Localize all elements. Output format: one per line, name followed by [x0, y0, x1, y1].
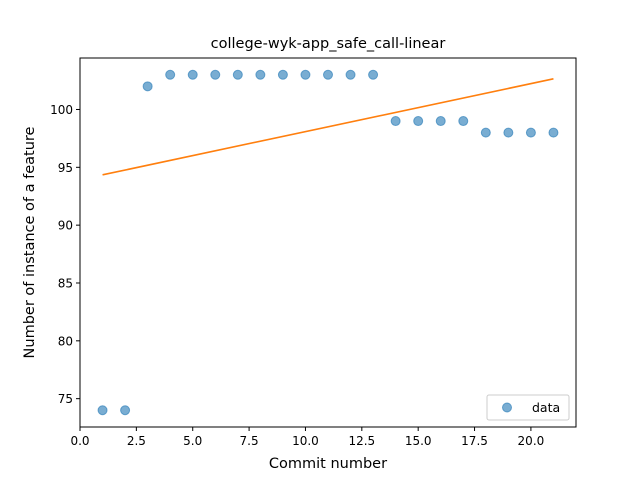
data-point — [525, 127, 536, 138]
data-point — [232, 69, 243, 80]
chart-title: college-wyk-app_safe_call-linear — [211, 36, 446, 52]
data-point — [503, 127, 514, 138]
data-point — [97, 405, 108, 416]
axes-frame — [79, 57, 577, 428]
legend-marker-data — [502, 402, 512, 413]
data-point — [548, 127, 559, 138]
y-tick-label: 80 — [58, 334, 73, 348]
y-axis: 75 80 85 90 95 100 — [50, 103, 80, 406]
data-point — [480, 127, 491, 138]
legend-box — [486, 394, 570, 421]
data-point — [165, 69, 176, 80]
data-point — [413, 116, 424, 127]
y-tick-label: 95 — [58, 161, 73, 175]
data-point — [142, 81, 153, 92]
x-tick-label: 0.0 — [70, 434, 89, 448]
data-point — [345, 69, 356, 80]
data-point — [120, 405, 131, 416]
legend-label-data: data — [532, 400, 560, 415]
data-point — [210, 69, 221, 80]
y-tick-label: 100 — [50, 103, 73, 117]
x-tick-label: 12.5 — [348, 434, 375, 448]
x-tick-label: 10.0 — [292, 434, 319, 448]
x-tick-label: 2.5 — [127, 434, 146, 448]
data-point — [277, 69, 288, 80]
y-axis-title: Number of instance of a feature — [22, 126, 38, 358]
x-tick-label: 17.5 — [461, 434, 488, 448]
data-point — [458, 116, 469, 127]
linear-fit-line — [102, 78, 554, 176]
x-tick-label: 20.0 — [518, 434, 545, 448]
x-tick-label: 7.5 — [240, 434, 259, 448]
data-point — [368, 69, 379, 80]
y-tick-label: 85 — [58, 276, 73, 290]
data-point — [300, 69, 311, 80]
data-point — [435, 116, 446, 127]
x-axis: 0.0 2.5 5.0 7.5 10.0 12.5 15.0 17.5 20.0 — [70, 427, 544, 448]
y-tick-label: 75 — [58, 392, 73, 406]
x-tick-label: 5.0 — [183, 434, 202, 448]
data-point — [323, 69, 333, 80]
data-point — [255, 69, 266, 80]
x-tick-label: 15.0 — [405, 434, 432, 448]
data-point — [390, 116, 401, 127]
data-point — [187, 69, 198, 80]
y-tick-label: 90 — [58, 219, 73, 233]
x-axis-title: Commit number — [269, 456, 387, 472]
legend: data — [486, 394, 570, 421]
plot-area — [97, 69, 559, 416]
